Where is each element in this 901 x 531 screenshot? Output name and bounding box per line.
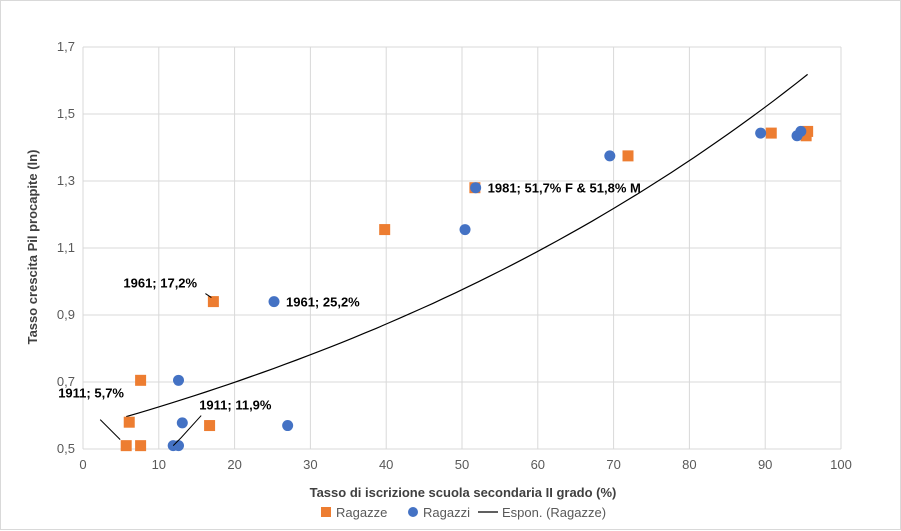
point-ragazze <box>123 416 135 428</box>
trendline-group <box>126 73 808 418</box>
legend-label: Espon. (Ragazze) <box>502 505 606 520</box>
legend-marker-ragazze <box>321 507 331 517</box>
legend: Ragazze Ragazzi Espon. (Ragazze) <box>321 505 606 520</box>
y-tick-label: 1,7 <box>57 39 75 54</box>
legend-label: Ragazze <box>336 505 387 520</box>
point-ragazze <box>204 420 216 432</box>
annotation-leader <box>205 293 212 299</box>
y-axis-title: Tasso crescita Pil procapite (ln) <box>25 150 40 345</box>
x-tick-label: 20 <box>227 457 241 472</box>
point-ragazzi <box>755 127 767 139</box>
x-tick-labels: 0 10 20 30 40 50 60 70 80 90 100 <box>79 457 851 472</box>
point-ragazze <box>207 296 219 308</box>
annotation-label: 1911; 11,9% <box>199 398 272 413</box>
trendline <box>126 73 808 418</box>
x-tick-label: 40 <box>379 457 393 472</box>
point-ragazze <box>802 125 814 137</box>
point-ragazze <box>120 440 132 452</box>
point-ragazzi <box>173 374 185 386</box>
point-ragazzi <box>176 417 188 429</box>
x-tick-label: 80 <box>682 457 696 472</box>
annotations: 1911; 5,7% 1911; 11,9% 1961; 17,2% 1961; 25… <box>58 181 641 446</box>
point-ragazze <box>135 440 147 452</box>
data-points <box>120 125 814 452</box>
y-tick-label: 1,5 <box>57 106 75 121</box>
y-tick-label: 0,9 <box>57 307 75 322</box>
annotation-label: 1911; 5,7% <box>58 386 124 401</box>
x-tick-label: 50 <box>455 457 469 472</box>
y-tick-label: 0,5 <box>57 441 75 456</box>
annotation-leader <box>172 415 202 446</box>
x-tick-label: 100 <box>830 457 852 472</box>
point-ragazzi <box>459 224 471 236</box>
point-ragazze <box>379 224 391 236</box>
x-tick-label: 60 <box>531 457 545 472</box>
grid-lines <box>82 46 842 450</box>
y-tick-label: 1,1 <box>57 240 75 255</box>
point-ragazzi <box>795 125 807 137</box>
legend-label: Ragazzi <box>423 505 470 520</box>
point-ragazzi <box>604 150 616 162</box>
annotation-label: 1961; 17,2% <box>123 276 197 291</box>
point-ragazzi <box>173 440 185 452</box>
x-tick-label: 10 <box>152 457 166 472</box>
y-tick-label: 0,7 <box>57 374 75 389</box>
x-tick-label: 70 <box>606 457 620 472</box>
y-tick-labels: 0,5 0,7 0,9 1,1 1,3 1,5 1,7 <box>57 39 75 456</box>
point-ragazze <box>135 374 147 386</box>
point-ragazze <box>622 150 634 162</box>
annotation-label: 1981; 51,7% F & 51,8% M <box>488 181 641 196</box>
y-tick-label: 1,3 <box>57 173 75 188</box>
point-ragazzi <box>282 420 294 432</box>
x-axis-title: Tasso di iscrizione scuola secondaria II… <box>310 485 617 500</box>
point-ragazze <box>765 127 777 139</box>
x-tick-label: 0 <box>79 457 86 472</box>
x-tick-label: 30 <box>303 457 317 472</box>
legend-marker-ragazzi <box>408 507 418 517</box>
point-ragazzi <box>470 182 482 194</box>
annotation-leader <box>99 419 121 440</box>
x-tick-label: 90 <box>758 457 772 472</box>
annotation-label: 1961; 25,2% <box>286 295 360 310</box>
point-ragazzi <box>268 296 280 308</box>
